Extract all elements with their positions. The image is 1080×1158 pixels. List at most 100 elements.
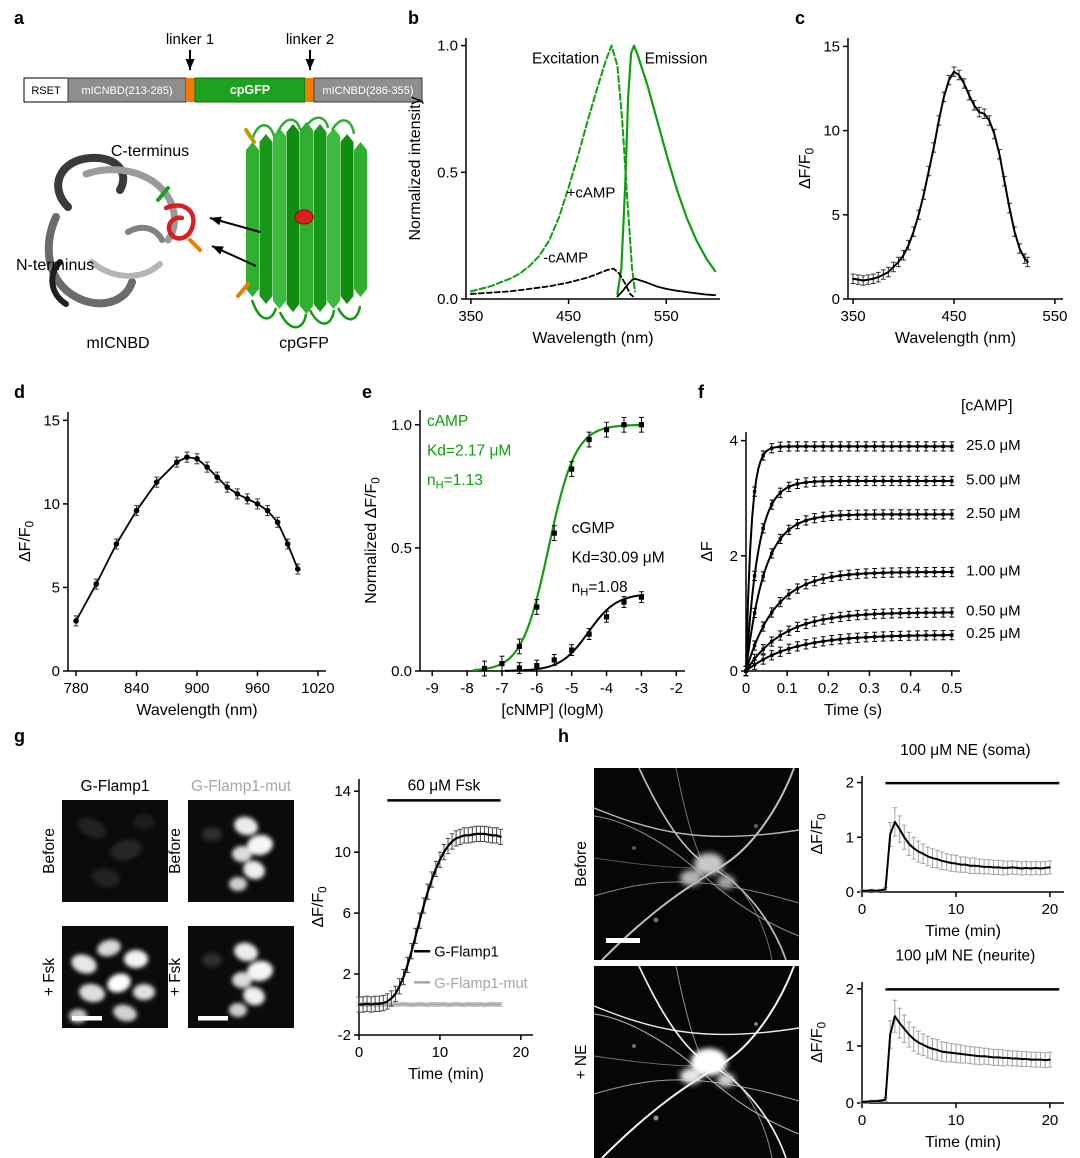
data-marker: [516, 665, 522, 671]
data-marker: [838, 513, 843, 518]
x-tick-label: 0: [355, 1044, 363, 1061]
data-marker: [204, 464, 210, 470]
data-marker: [761, 624, 765, 629]
x-axis-label: Time (s): [824, 702, 882, 719]
data-marker: [93, 581, 100, 587]
data-marker: [898, 611, 903, 615]
data-marker: [950, 633, 954, 637]
data-marker: [932, 479, 937, 483]
data-marker: [778, 633, 782, 638]
data-marker: [855, 636, 860, 640]
data-marker: [890, 479, 894, 483]
y-tick-label: -2: [338, 1027, 351, 1044]
data-marker: [941, 444, 945, 449]
data-marker: [804, 480, 808, 485]
data-marker: [244, 496, 251, 502]
data-marker: [795, 482, 800, 486]
annotation-text: nH=1.08: [572, 579, 628, 599]
micnbd-structure: [44, 153, 202, 308]
y-tick-label: 4: [730, 433, 738, 450]
x-tick-label: 550: [1042, 308, 1067, 325]
y-axis-label: ΔF: [699, 541, 716, 562]
c-domain-box: [313, 77, 423, 103]
y-tick-label: 1.0: [391, 417, 412, 434]
x-tick-label: 10: [948, 901, 965, 918]
annotation-text: 60 μM Fsk: [408, 777, 481, 794]
data-marker: [838, 444, 843, 449]
data-marker: [821, 444, 825, 449]
data-marker: [881, 479, 885, 483]
data-marker: [752, 657, 757, 661]
data-marker: [638, 594, 645, 600]
annotation-text: 100 μM NE (soma): [900, 742, 1030, 759]
data-marker: [932, 570, 937, 574]
data-marker: [872, 612, 877, 616]
annotation-text: 2.50 μM: [966, 505, 1021, 522]
x-tick-label: -3: [635, 680, 648, 697]
data-marker: [847, 636, 851, 641]
data-marker: [847, 479, 851, 483]
annotation-text: 0.50 μM: [966, 603, 1021, 620]
data-marker: [864, 635, 868, 639]
data-marker: [812, 444, 817, 449]
x-tick-label: -8: [460, 680, 473, 697]
x-tick-label: -9: [426, 680, 439, 697]
data-marker: [274, 519, 281, 526]
data-marker: [890, 611, 894, 616]
data-marker: [795, 444, 800, 449]
linker2-label: linker 2: [286, 31, 334, 48]
data-marker: [932, 633, 937, 637]
y-tick-label: 6: [343, 905, 351, 922]
data-marker: [830, 575, 834, 579]
data-marker: [795, 586, 800, 591]
y-tick-label: 0.5: [437, 164, 458, 181]
data-marker: [838, 479, 843, 483]
cell-image-gflamp1-fsk: [62, 926, 168, 1028]
x-tick-label: 0: [858, 901, 866, 918]
data-marker: [821, 577, 825, 581]
chart-kinetics: 0 0.1 0.2 0.3 0.4 0.5 0 2 4 Time (s) ΔF [cAMP] 25.0 …: [699, 398, 1021, 719]
data-marker: [907, 634, 911, 638]
annotation-text: G-Flamp1: [434, 945, 498, 961]
data-marker: [752, 663, 757, 667]
x-axis-label: Time (min): [408, 1066, 484, 1083]
data-marker: [744, 669, 748, 673]
data-marker: [924, 479, 928, 483]
x-tick-label: 840: [124, 680, 149, 697]
chart-fsk-timecourse: 0 10 20 -2 2 6 10 14 Time (min) ΔF/F0 60 μM Fsk G-F…: [310, 777, 533, 1083]
data-marker: [881, 612, 885, 616]
data-marker: [761, 526, 765, 531]
y-tick-label: 2: [343, 966, 351, 983]
x-tick-label: -5: [565, 680, 578, 697]
y-tick-label: 1.0: [437, 38, 458, 55]
cpgfp-structure: [236, 116, 367, 329]
panel-label-g: g: [14, 726, 25, 746]
n-terminus-label: N-terminus: [16, 257, 94, 274]
row-label-before: Before: [41, 828, 58, 874]
data-marker: [847, 573, 851, 577]
data-marker: [941, 512, 945, 517]
row-label-plus-ne: + NE: [573, 1044, 590, 1080]
data-marker: [864, 512, 868, 517]
data-marker: [787, 444, 791, 449]
data-marker: [881, 512, 885, 517]
data-marker: [821, 617, 825, 622]
data-marker: [950, 444, 954, 449]
x-tick-label: 10: [432, 1044, 449, 1061]
data-marker: [812, 579, 817, 583]
x-axis-label: Time (min): [925, 923, 1001, 940]
data-marker: [499, 661, 505, 667]
data-marker: [941, 570, 945, 574]
data-marker: [898, 512, 903, 517]
data-marker: [881, 634, 885, 639]
x-tick-label: 20: [1042, 901, 1059, 918]
data-marker: [812, 619, 817, 624]
data-marker: [881, 444, 885, 449]
linker1-box: [186, 78, 195, 102]
data-marker: [603, 614, 610, 620]
n-domain-box: [67, 77, 187, 103]
linker1-label: linker 1: [166, 31, 214, 48]
x-tick-label: 350: [841, 308, 866, 325]
data-marker: [890, 444, 894, 449]
